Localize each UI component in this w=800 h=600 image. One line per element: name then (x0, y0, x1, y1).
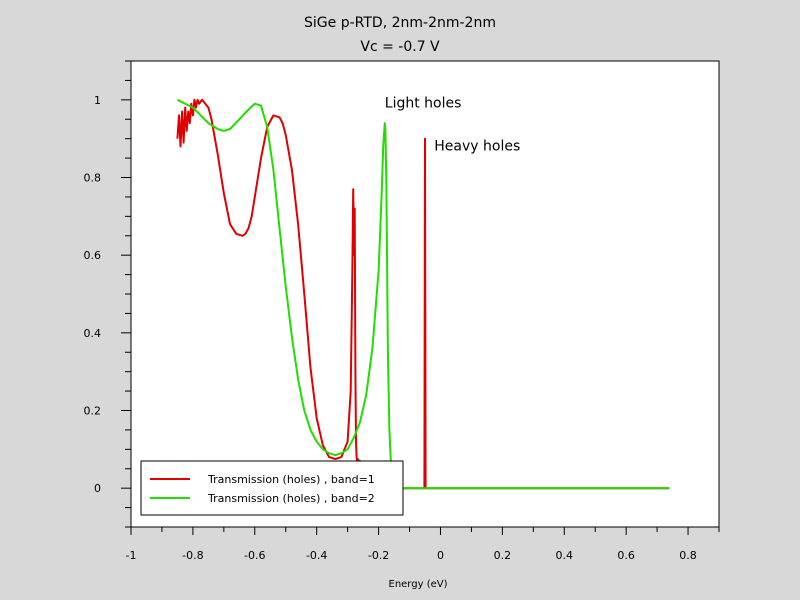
x-tick-label: -0.6 (244, 549, 265, 562)
x-tick-label: 0.2 (494, 549, 512, 562)
y-tick-label: 0.4 (84, 327, 102, 340)
y-tick-label: 0 (94, 482, 101, 495)
y-tick-label: 0.6 (84, 249, 102, 262)
annotation-light-holes: Light holes (385, 96, 462, 112)
y-tick-label: 1 (94, 94, 101, 107)
chart-title: SiGe p-RTD, 2nm-2nm-2nm (304, 15, 496, 31)
legend-label-band-2: Transmission (holes) , band=2 (207, 492, 375, 505)
x-tick-label: 0.4 (556, 549, 574, 562)
x-tick-label: -1 (126, 549, 137, 562)
x-tick-label: -0.4 (306, 549, 327, 562)
legend-label-band-1: Transmission (holes) , band=1 (207, 473, 375, 486)
x-tick-label: -0.8 (182, 549, 203, 562)
chart-subtitle: Vc = -0.7 V (360, 39, 440, 55)
y-tick-label: 0.2 (84, 405, 102, 418)
x-tick-label: 0.8 (679, 549, 697, 562)
x-tick-label: -0.2 (368, 549, 389, 562)
x-axis-label: Energy (eV) (389, 579, 448, 590)
x-tick-label: 0.6 (617, 549, 635, 562)
legend-box (140, 460, 404, 516)
x-tick-label: 0 (437, 549, 444, 562)
annotation-heavy-holes: Heavy holes (434, 138, 520, 154)
y-tick-label: 0.8 (84, 172, 102, 185)
legend: Transmission (holes) , band=1 Transmissio… (140, 460, 404, 516)
ticks-layer: -1 -0.8 -0.6 -0.4 -0.2 0 0.2 0.4 0.6 0.8 0 0.2 0.4 0.… (84, 60, 720, 562)
annotations-layer: Light holes Heavy holes (385, 96, 521, 155)
